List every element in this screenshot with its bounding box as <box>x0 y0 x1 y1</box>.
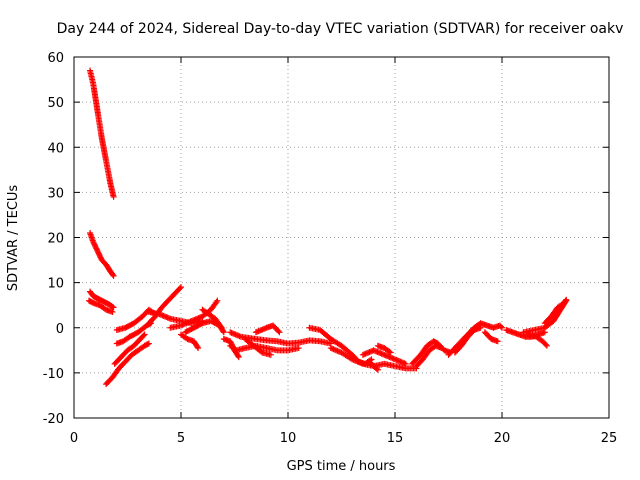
data-point <box>267 351 274 358</box>
y-tick-label: -10 <box>43 367 64 382</box>
data-point <box>178 284 184 291</box>
data-point <box>387 349 394 356</box>
data-point <box>176 285 183 292</box>
data-point <box>110 193 117 200</box>
data-point <box>494 338 501 345</box>
y-tick-label: 0 <box>56 322 64 337</box>
x-tick-label: 0 <box>70 431 78 446</box>
data-point <box>110 304 117 311</box>
y-tick-label: 40 <box>47 141 64 156</box>
data-point <box>109 303 116 310</box>
data-point <box>373 365 380 372</box>
data-point <box>109 271 116 278</box>
data-point <box>276 329 283 336</box>
y-tick-label: 10 <box>47 277 64 292</box>
data-point <box>499 324 505 331</box>
data-point <box>194 343 201 350</box>
data-point <box>542 341 549 348</box>
data-point <box>562 297 569 304</box>
data-marks <box>85 67 570 388</box>
y-axis-label: SDTVAR / TECUs <box>6 185 21 292</box>
chart-title: Day 244 of 2024, Sidereal Day-to-day VTE… <box>57 21 624 37</box>
x-axis-label: GPS time / hours <box>287 459 396 474</box>
data-point <box>198 320 205 327</box>
data-point <box>235 354 242 361</box>
data-point <box>563 296 570 303</box>
data-point <box>213 298 220 305</box>
data-point <box>217 323 224 330</box>
y-tick-label: -20 <box>43 412 64 427</box>
x-tick-label: 10 <box>280 431 297 446</box>
data-point <box>220 328 227 335</box>
data-point <box>386 348 393 355</box>
x-tick-label: 25 <box>601 431 618 446</box>
data-point <box>220 329 227 336</box>
y-tick-label: 50 <box>47 96 64 111</box>
data-point <box>141 331 148 338</box>
x-tick-label: 5 <box>177 431 185 446</box>
y-tick-label: 20 <box>47 232 64 247</box>
data-point <box>477 324 484 331</box>
data-point <box>218 324 225 331</box>
data-point <box>109 308 116 315</box>
data-point <box>235 352 242 359</box>
data-point <box>110 272 117 279</box>
grid <box>74 57 609 418</box>
data-point <box>214 297 221 304</box>
data-point <box>258 348 265 355</box>
data-point <box>140 332 147 339</box>
y-tick-label: 30 <box>47 186 64 201</box>
data-point <box>145 340 152 347</box>
data-point <box>543 342 550 349</box>
data-point <box>374 366 381 373</box>
data-point <box>295 345 302 352</box>
y-tick-label: 60 <box>47 51 64 66</box>
plot-frame <box>73 56 610 419</box>
axis-ticks: 0 5 10 15 20 25 -20 -10 0 10 20 30 40 50 60 <box>43 51 618 446</box>
x-tick-label: 15 <box>387 431 404 446</box>
x-tick-label: 20 <box>494 431 511 446</box>
data-point <box>402 360 409 367</box>
data-point <box>195 345 202 352</box>
data-point <box>497 323 504 330</box>
data-point <box>275 328 282 335</box>
